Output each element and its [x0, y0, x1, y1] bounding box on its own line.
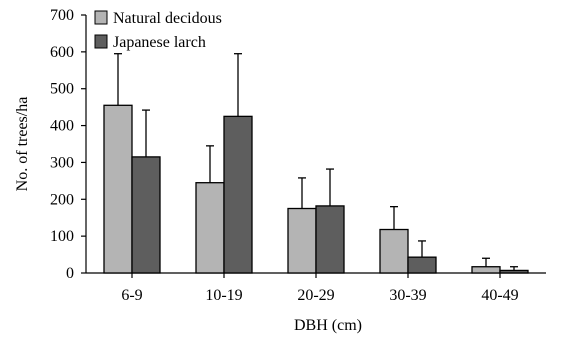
legend-label-japanese-larch: Japanese larch: [113, 34, 206, 51]
bar-natural-decidous: [379, 228, 409, 274]
y-axis-label: No. of trees/ha: [14, 97, 31, 192]
y-tick-label: 300: [50, 154, 74, 171]
bar-japanese-larch: [407, 256, 437, 274]
legend: Natural decidous Japanese larch: [94, 10, 222, 51]
error-bars: [114, 53, 518, 271]
y-tick-label: 400: [50, 118, 74, 135]
bars: [103, 104, 529, 274]
y-tick-label: 200: [50, 191, 74, 208]
x-axis-label: DBH (cm): [294, 317, 362, 334]
legend-swatch-natural-decidous: [94, 10, 108, 25]
x-tick-label: 30-39: [389, 287, 426, 304]
y-tick-label: 700: [50, 7, 74, 24]
x-axis-ticks: 6-9 10-19 20-29 30-39 40-49: [121, 273, 519, 304]
x-tick-label: 10-19: [205, 287, 242, 304]
bar-natural-decidous: [195, 182, 225, 274]
bar-japanese-larch: [315, 205, 345, 274]
bar-natural-decidous: [103, 104, 133, 274]
y-axis-ticks: 0 100 200 300 400 500 600 700: [50, 7, 86, 282]
legend-swatch-japanese-larch: [94, 34, 108, 49]
x-tick-label: 6-9: [121, 287, 142, 304]
y-tick-label: 0: [66, 265, 74, 282]
legend-label-natural-decidous: Natural decidous: [113, 10, 222, 27]
x-tick-label: 20-29: [297, 287, 334, 304]
bar-japanese-larch: [499, 269, 529, 274]
plot-area: 0 100 200 300 400 500 600 700 6-9 10-19 20-29 30-3…: [50, 7, 546, 304]
bar-japanese-larch: [131, 156, 161, 274]
y-tick-label: 100: [50, 228, 74, 245]
y-tick-label: 500: [50, 81, 74, 98]
bar-japanese-larch: [223, 115, 253, 274]
x-tick-label: 40-49: [481, 287, 518, 304]
y-tick-label: 600: [50, 44, 74, 61]
bar-natural-decidous: [287, 207, 317, 274]
bar-natural-decidous: [471, 266, 501, 274]
